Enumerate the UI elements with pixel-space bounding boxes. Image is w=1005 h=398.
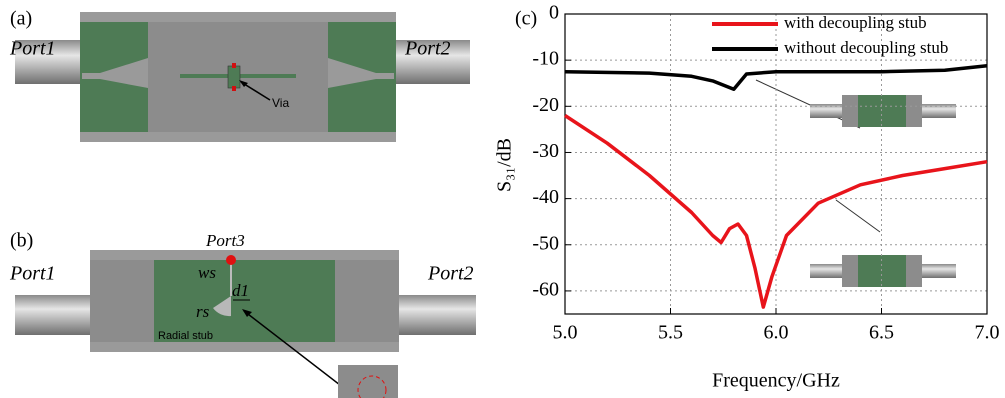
x-tick-label: 7.0	[975, 322, 1000, 344]
x-tick-label: 5.0	[553, 322, 578, 344]
diagram-b: (b) Port1 Port2 Port3 ws d1 rs Radial st…	[9, 230, 476, 398]
y-axis-label: S₃₁/dB	[494, 138, 516, 192]
legend-label: without decoupling stub	[784, 38, 948, 57]
port-label: Port1	[9, 38, 56, 60]
dim-label: d1	[232, 281, 249, 300]
stub-label: Radial stub	[158, 330, 213, 342]
panel-label: (b)	[10, 230, 33, 252]
dim-label: ws	[198, 263, 216, 282]
y-tick-label: -50	[532, 232, 559, 254]
figure: (a) Port1 Port2 Via (b) Port1 Port2 Port…	[0, 0, 1005, 398]
diagram-a: (a) Port1 Port2 Via	[9, 8, 470, 142]
y-tick-label: -20	[532, 94, 559, 116]
y-tick-label: -60	[532, 279, 559, 301]
via-label: Via	[272, 96, 289, 110]
x-tick-label: 6.0	[764, 322, 789, 344]
panel-label: (c)	[515, 8, 537, 30]
panel-label: (a)	[10, 8, 32, 30]
y-tick-label: -40	[532, 186, 559, 208]
x-axis-label: Frequency/GHz	[712, 370, 840, 392]
y-tick-label: -30	[532, 140, 559, 162]
port-label: Port3	[205, 231, 245, 250]
y-tick-label: -10	[532, 48, 559, 70]
legend-label: with decoupling stub	[784, 13, 927, 32]
port-label: Port2	[404, 38, 451, 60]
dim-label: rs	[196, 302, 210, 321]
x-tick-label: 6.5	[869, 322, 894, 344]
insets	[756, 80, 956, 287]
port-label: Port1	[9, 263, 56, 285]
x-tick-label: 5.5	[658, 322, 683, 344]
port-label: Port2	[427, 263, 474, 285]
y-tick-label: 0	[549, 2, 559, 24]
